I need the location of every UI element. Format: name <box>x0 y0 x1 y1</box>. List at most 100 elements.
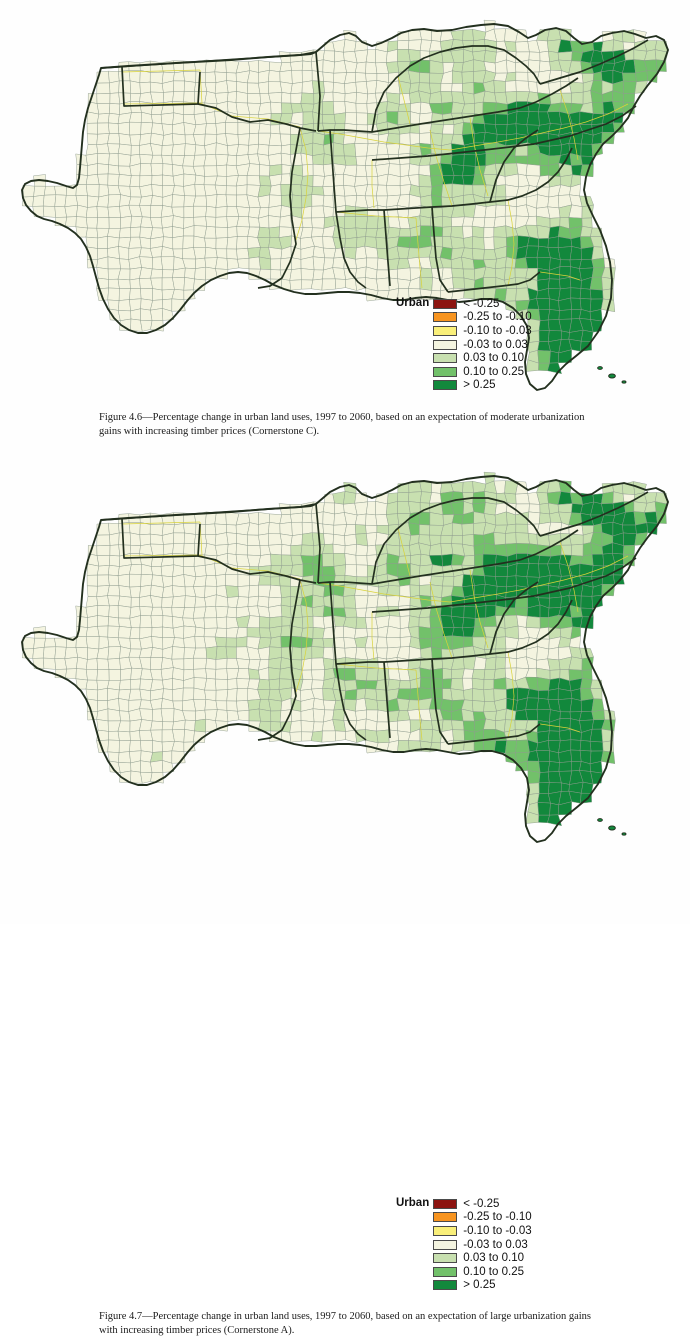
county-polygon <box>205 194 218 208</box>
county-polygon <box>570 287 582 299</box>
county-polygon <box>183 184 196 197</box>
county-polygon <box>139 678 153 692</box>
county-polygon <box>525 697 539 710</box>
county-polygon <box>149 81 164 93</box>
county-polygon <box>623 80 637 94</box>
county-polygon <box>344 81 357 95</box>
county-polygon <box>248 584 259 598</box>
legend-entries: < -0.25 -0.25 to -0.10 -0.10 to -0.03 -0.03… <box>433 1197 532 1292</box>
legend-label: 0.10 to 0.25 <box>463 365 524 378</box>
county-polygon <box>33 185 46 197</box>
county-polygon <box>279 70 293 84</box>
county-polygon <box>107 173 120 187</box>
county-polygon <box>549 750 560 763</box>
state-boundary <box>447 723 541 745</box>
county-polygon <box>183 741 196 752</box>
county-polygon <box>97 564 110 576</box>
county-polygon <box>463 184 474 196</box>
county-polygon <box>440 153 453 165</box>
county-polygon <box>130 308 141 321</box>
county-polygon <box>149 698 163 710</box>
state-boundary <box>371 497 541 585</box>
county-polygon <box>300 268 315 281</box>
county-polygon <box>193 699 207 712</box>
county-polygon <box>161 308 175 321</box>
subregion-boundary <box>295 127 309 241</box>
county-polygon <box>419 29 432 41</box>
county-polygon <box>570 297 582 310</box>
state-boundary <box>489 581 539 655</box>
county-polygon <box>462 481 474 493</box>
county-polygon <box>120 215 132 229</box>
county-polygon <box>108 217 121 229</box>
county-polygon <box>419 225 431 237</box>
county-polygon <box>526 563 540 578</box>
county-polygon <box>161 123 173 136</box>
county-polygon <box>516 614 528 628</box>
county-polygon <box>280 173 292 185</box>
county-polygon <box>430 225 443 237</box>
legend-swatch <box>433 353 458 364</box>
county-polygon <box>332 543 346 554</box>
county-polygon <box>419 677 431 689</box>
county-polygon <box>418 174 433 188</box>
county-polygon <box>130 597 140 608</box>
county-polygon <box>173 80 185 92</box>
county-polygon <box>118 246 130 260</box>
county-polygon <box>107 616 120 627</box>
county-polygon <box>152 740 163 753</box>
county-polygon <box>129 288 142 300</box>
county-polygon <box>440 535 453 544</box>
county-polygon <box>453 574 464 587</box>
county-polygon <box>117 573 131 588</box>
region-outline <box>21 475 669 843</box>
county-polygon <box>570 749 582 762</box>
legend-row: 0.03 to 0.10 <box>433 351 531 365</box>
county-polygon <box>536 585 550 599</box>
county-polygon <box>398 228 411 238</box>
subregion-boundary <box>449 555 629 603</box>
county-polygon <box>472 480 487 494</box>
county-polygon <box>430 123 444 135</box>
county-polygon <box>515 71 529 82</box>
county-polygon <box>216 616 228 629</box>
island-polygon <box>621 380 627 384</box>
choropleth-map-cornerstone-c <box>0 0 690 391</box>
county-polygon <box>536 82 550 95</box>
county-polygon <box>107 658 121 670</box>
county-polygon <box>440 605 453 617</box>
county-polygon <box>172 637 185 648</box>
state-boundary <box>371 595 535 613</box>
county-polygon <box>450 688 465 701</box>
county-polygon <box>482 565 496 577</box>
county-polygon <box>86 133 98 146</box>
county-polygon <box>162 174 175 186</box>
legend-row: 0.03 to 0.10 <box>433 1251 531 1265</box>
county-polygon <box>226 80 237 93</box>
legend-label: -0.25 to -0.10 <box>463 311 532 324</box>
county-polygon <box>397 49 411 62</box>
county-polygon <box>268 646 282 660</box>
county-polygon <box>495 636 507 650</box>
county-polygon <box>172 235 184 250</box>
county-polygon <box>96 669 110 681</box>
county-polygon <box>354 584 369 597</box>
county-polygon <box>302 563 314 578</box>
county-polygon <box>525 245 539 258</box>
county-polygon <box>472 28 487 42</box>
county-polygon <box>257 595 270 608</box>
county-polygon <box>139 708 153 722</box>
county-polygon <box>96 93 111 104</box>
county-polygon <box>226 700 238 712</box>
county-polygon <box>172 277 185 291</box>
county-polygon <box>97 615 109 627</box>
county-polygon <box>396 246 410 259</box>
county-polygon <box>344 647 358 660</box>
state-boundary <box>539 491 649 537</box>
county-polygon <box>140 574 153 587</box>
county-polygon <box>528 51 541 62</box>
county-polygon <box>96 719 109 732</box>
county-polygon <box>344 553 357 566</box>
state-boundary <box>197 555 317 584</box>
county-polygon <box>431 112 444 126</box>
